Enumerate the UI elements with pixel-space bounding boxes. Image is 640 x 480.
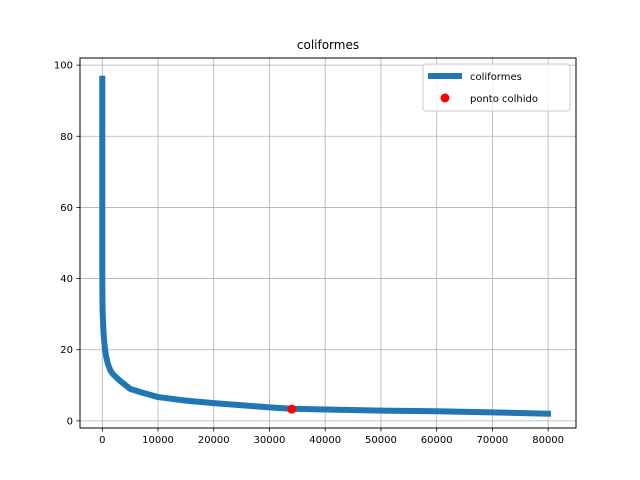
x-tick-label: 60000	[421, 435, 453, 446]
data-point-ponto-colhido	[287, 404, 297, 414]
legend: coliformes ponto colhido	[422, 63, 571, 112]
y-tick-label: 0	[67, 416, 73, 427]
legend-label-ponto-colhido: ponto colhido	[470, 94, 538, 105]
x-tick-label: 20000	[198, 435, 230, 446]
x-tick-label: 70000	[476, 435, 508, 446]
grid-layer	[80, 58, 576, 428]
x-tick-label: 50000	[365, 435, 397, 446]
x-tick-label: 10000	[142, 435, 174, 446]
chart-title: coliformes	[297, 38, 359, 52]
legend-marker-swatch	[440, 93, 450, 103]
x-tick-label: 30000	[254, 435, 286, 446]
x-tick-label: 40000	[309, 435, 341, 446]
plot-frame	[79, 57, 577, 429]
y-tick-label: 60	[60, 203, 73, 214]
y-tick-label: 80	[60, 132, 73, 143]
legend-label-coliformes: coliformes	[470, 72, 522, 83]
y-tick-label: 100	[54, 61, 73, 72]
y-tick-label: 40	[60, 274, 73, 285]
series-layer	[99, 75, 551, 417]
axis-layer: 0 10000 20000 30000 40000 50000 60000 70000 8000…	[54, 61, 564, 446]
x-tick-label: 80000	[532, 435, 564, 446]
x-tick-label: 0	[99, 435, 105, 446]
y-tick-label: 20	[60, 345, 73, 356]
